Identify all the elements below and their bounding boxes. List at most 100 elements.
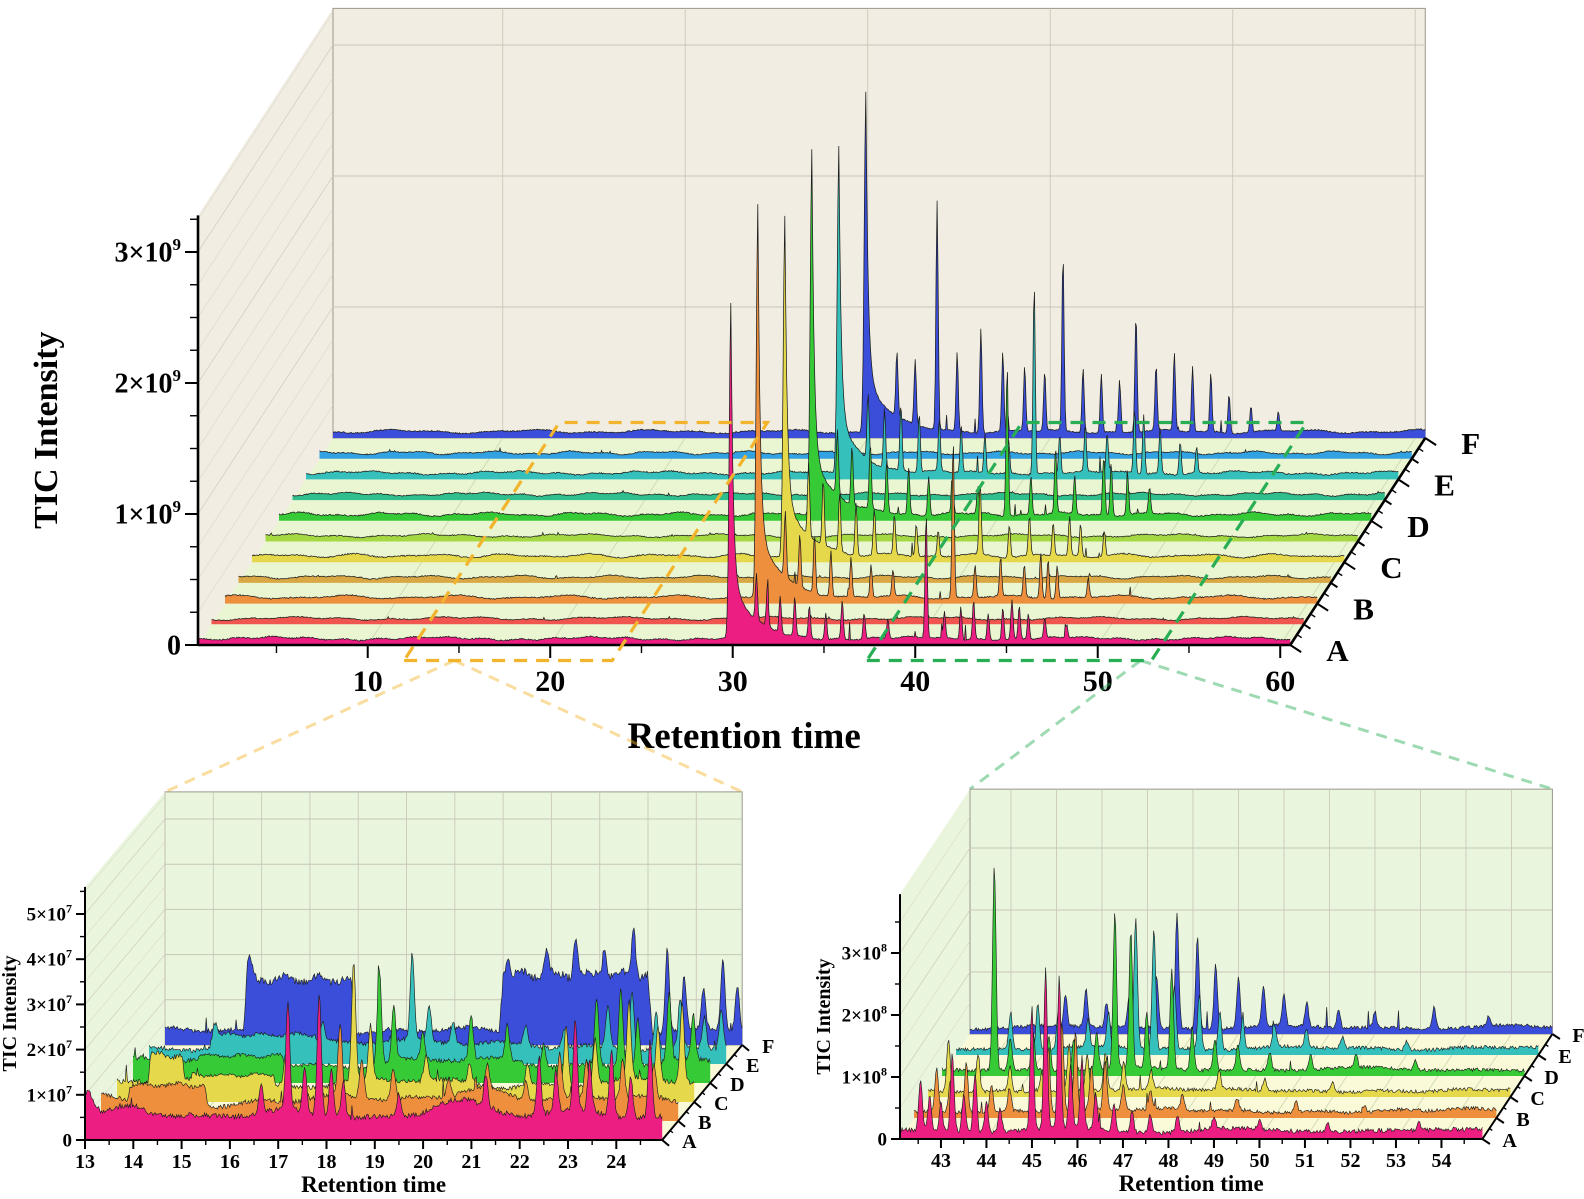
x-tick-label-23: 23 <box>558 1151 578 1173</box>
trace-outline-E <box>305 145 1399 476</box>
x-tick-label-48: 48 <box>1158 1150 1178 1172</box>
x-tick-label-46: 46 <box>1067 1150 1087 1172</box>
x-tick-label-40: 40 <box>900 665 930 698</box>
zoom-region-13-24 <box>401 420 771 663</box>
x-tick-label-51: 51 <box>1295 1150 1315 1172</box>
x-tick-label-15: 15 <box>172 1151 192 1173</box>
trace-outline-F <box>332 91 1426 435</box>
trace-outline-D <box>941 867 1525 1073</box>
trace-outline-B <box>224 204 1318 600</box>
x-tick-label-43: 43 <box>931 1150 951 1172</box>
y-tick-label: 0 <box>167 631 181 662</box>
x-tick-label-44: 44 <box>976 1150 996 1172</box>
series-label-E: E <box>1558 1046 1571 1068</box>
x-tick-label-60: 60 <box>1265 665 1295 698</box>
x-tick-label-54: 54 <box>1431 1150 1451 1172</box>
trace-outline-B <box>100 1023 679 1110</box>
y-tick-label: 1×107 <box>27 1082 72 1106</box>
x-tick-label-50: 50 <box>1083 665 1113 698</box>
trace-blank-9 <box>319 448 1412 459</box>
zoom-region-boxes <box>401 420 1310 663</box>
zoom-region-38-54 <box>863 420 1310 663</box>
trace-E <box>149 952 727 1064</box>
series-traces <box>84 927 743 1140</box>
y-tick-label: 3×107 <box>27 992 72 1016</box>
trace-outline-D <box>132 965 711 1071</box>
series-label-D: D <box>1407 509 1429 544</box>
inset-left-chromatogram: 13 14 15 16 17 18 19 20 21 22 23 24 0 1×107 2×107 3×107… <box>0 791 774 1197</box>
series-label-A: A <box>682 1131 697 1153</box>
trace-outline-C <box>927 1040 1511 1095</box>
x-tick-label-30: 30 <box>718 665 748 698</box>
series-traces <box>197 91 1426 645</box>
x-tick-label-21: 21 <box>461 1151 481 1173</box>
x-tick-label-10: 10 <box>353 665 383 698</box>
trace-outline-A <box>197 302 1291 642</box>
series-label-C: C <box>1530 1088 1544 1110</box>
y-tick-label: 1×108 <box>842 1064 887 1088</box>
y-tick-label: 2×107 <box>27 1037 72 1061</box>
series-label-B: B <box>698 1112 711 1134</box>
x-tick-label-47: 47 <box>1113 1150 1133 1172</box>
back-wall <box>332 7 1426 439</box>
y-tick-label: 4×107 <box>27 947 72 971</box>
trace-outline-E <box>955 918 1539 1053</box>
series-label-F: F <box>1572 1025 1584 1047</box>
trace-outline-C <box>116 964 695 1091</box>
y-axis-title: TIC Intensity <box>813 958 835 1074</box>
x-tick-label-19: 19 <box>365 1151 385 1173</box>
x-tick-label-50: 50 <box>1249 1150 1269 1172</box>
y-tick-label: 0 <box>63 1130 73 1151</box>
series-label-F: F <box>1461 426 1480 461</box>
x-tick-label-18: 18 <box>317 1151 337 1173</box>
series-label-F: F <box>762 1036 774 1058</box>
x-tick-label-17: 17 <box>268 1151 288 1173</box>
left-wall <box>900 789 970 1139</box>
y-tick-label: 2×109 <box>115 366 181 400</box>
series-label-D: D <box>1544 1067 1558 1089</box>
trace-outline-A <box>899 967 1483 1136</box>
zoom-region-38-54-connector-left <box>969 659 1142 791</box>
zoom-region-13-24-connector-right <box>453 659 743 794</box>
series-label-A: A <box>1326 633 1349 668</box>
trace-A <box>85 994 663 1140</box>
trace-outline-C <box>251 215 1345 559</box>
axes: 43 44 45 46 47 48 49 50 51 52 53 54 0 1×108 2×108 3×108… <box>813 894 1584 1196</box>
y-tick-label: 3×108 <box>842 940 887 964</box>
series-traces <box>899 867 1553 1139</box>
x-tick-label-20: 20 <box>413 1151 433 1173</box>
y-axis-title: TIC Intensity <box>0 955 21 1071</box>
x-tick-label-53: 53 <box>1386 1150 1406 1172</box>
trace-outline-D <box>278 149 1372 518</box>
grid-lines <box>899 789 1553 1140</box>
trace-B <box>101 1024 679 1121</box>
left-wall <box>85 791 165 1140</box>
x-axis-title: Retention time <box>628 716 861 757</box>
y-axis-title: TIC Intensity <box>28 331 65 528</box>
y-tick-label: 5×107 <box>27 901 72 925</box>
x-tick-label-13: 13 <box>75 1151 95 1173</box>
inset-right-chromatogram: 43 44 45 46 47 48 49 50 51 52 53 54 0 1×108 2×108 3×108… <box>813 788 1584 1196</box>
axes: 13 14 15 16 17 18 19 20 21 22 23 24 0 1×107 2×107 3×107… <box>0 886 774 1197</box>
series-label-E: E <box>1434 467 1455 502</box>
y-tick-label: 2×108 <box>842 1002 887 1026</box>
x-tick-label-16: 16 <box>220 1151 240 1173</box>
x-tick-label-45: 45 <box>1022 1150 1042 1172</box>
y-tick-label: 0 <box>878 1129 888 1150</box>
x-tick-label-24: 24 <box>606 1151 626 1173</box>
y-tick-label: 3×109 <box>115 235 181 269</box>
zoom-connector-lines <box>164 659 1553 794</box>
back-wall <box>969 788 1553 1035</box>
y-tick-label: 1×109 <box>115 497 181 531</box>
trace-A <box>900 967 1483 1139</box>
series-label-D: D <box>730 1074 744 1096</box>
series-label-B: B <box>1353 592 1374 627</box>
series-label-E: E <box>746 1055 759 1077</box>
x-tick-label-52: 52 <box>1340 1150 1360 1172</box>
x-axis-title: Retention time <box>301 1172 446 1197</box>
trace-outline-A <box>84 994 663 1121</box>
